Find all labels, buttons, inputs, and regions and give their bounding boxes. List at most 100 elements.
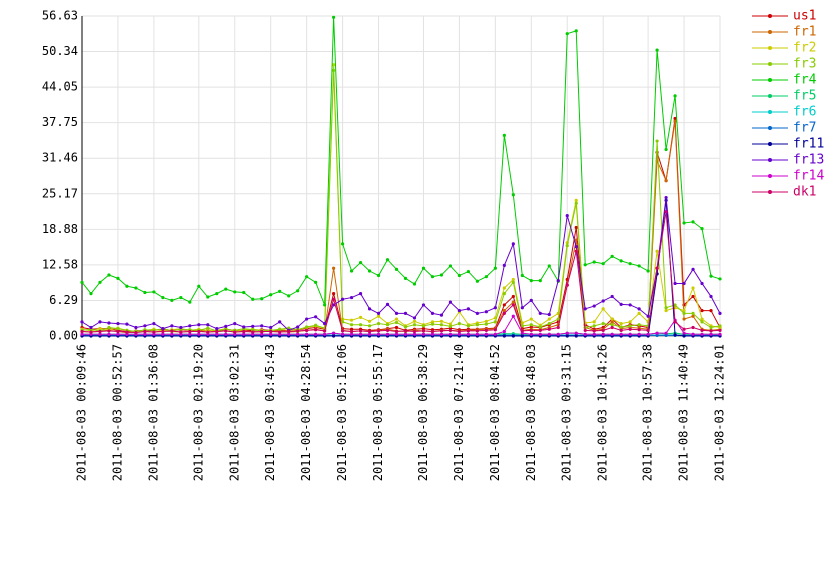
data-point — [197, 323, 201, 327]
data-point — [520, 331, 524, 335]
data-point — [583, 307, 587, 311]
data-point — [709, 274, 713, 278]
data-point — [340, 297, 345, 301]
data-point — [394, 320, 399, 325]
data-point — [565, 331, 569, 335]
data-point — [556, 279, 560, 283]
data-point — [287, 329, 291, 334]
data-point — [332, 334, 336, 338]
data-point — [502, 263, 506, 267]
data-point — [215, 329, 219, 334]
data-point — [664, 308, 668, 313]
data-point — [547, 327, 551, 331]
data-point — [511, 334, 515, 338]
data-point — [170, 298, 174, 303]
data-point — [673, 303, 677, 307]
data-point — [673, 119, 677, 123]
data-point — [475, 323, 479, 327]
data-point — [475, 329, 479, 333]
data-point — [637, 328, 641, 332]
data-point — [628, 320, 632, 324]
data-point — [691, 325, 695, 330]
data-point — [502, 133, 506, 137]
data-point — [709, 332, 713, 336]
data-point — [296, 325, 300, 329]
data-point — [457, 308, 462, 313]
data-point — [412, 332, 417, 336]
y-tick-label: 25.17 — [42, 186, 78, 200]
data-point — [502, 292, 506, 296]
data-point — [682, 311, 686, 315]
data-point — [520, 324, 524, 328]
data-point — [242, 329, 246, 334]
data-point — [538, 332, 542, 336]
data-point — [619, 259, 623, 263]
data-point — [215, 292, 219, 296]
data-point — [565, 243, 569, 248]
data-point — [511, 303, 515, 307]
data-point — [709, 308, 713, 313]
data-point — [691, 286, 695, 290]
data-point — [287, 326, 291, 330]
data-point — [700, 281, 704, 286]
data-point — [116, 321, 120, 326]
data-point — [206, 330, 210, 334]
data-point — [601, 321, 605, 326]
data-point — [475, 279, 479, 283]
legend-label: fr4 — [793, 73, 817, 88]
data-point — [412, 316, 417, 320]
data-point — [269, 293, 273, 297]
data-point — [646, 328, 650, 332]
data-point — [143, 332, 147, 336]
data-point — [305, 332, 309, 336]
data-point — [332, 63, 336, 67]
data-point — [619, 332, 623, 336]
series-line — [81, 197, 721, 331]
data-point — [700, 320, 704, 324]
data-point — [358, 292, 363, 296]
data-point — [502, 308, 506, 313]
data-point — [358, 332, 363, 336]
y-tick-label: 50.34 — [42, 44, 78, 58]
data-point — [278, 320, 282, 324]
data-point — [682, 221, 686, 225]
data-point — [161, 329, 165, 334]
data-point — [349, 295, 354, 300]
y-tick-label: 56.63 — [42, 9, 78, 23]
data-point — [296, 332, 300, 336]
data-point — [610, 294, 614, 299]
data-point — [251, 328, 255, 332]
data-point — [188, 300, 192, 304]
data-point — [439, 332, 444, 336]
x-tick-label: 2011-08-03 03:45:43 — [263, 344, 277, 481]
data-point — [466, 332, 470, 336]
data-point — [152, 290, 156, 294]
y-tick-label: 6.29 — [49, 293, 78, 307]
data-point — [376, 273, 381, 278]
data-point — [367, 324, 372, 328]
series-line — [82, 200, 720, 337]
data-point — [305, 317, 309, 321]
legend-label: fr7 — [793, 121, 816, 136]
data-point — [547, 312, 551, 317]
data-point — [646, 332, 650, 336]
data-point — [565, 334, 569, 338]
data-point — [592, 260, 596, 264]
data-point — [412, 282, 417, 286]
data-point — [296, 289, 300, 293]
data-point — [673, 333, 677, 337]
data-point — [691, 311, 695, 315]
data-point — [664, 333, 668, 338]
data-point — [637, 264, 641, 268]
data-point — [691, 220, 695, 224]
data-point — [682, 281, 686, 286]
data-point — [628, 332, 632, 336]
legend-marker — [768, 46, 772, 50]
data-point — [682, 334, 686, 338]
x-tick-label: 2011-08-03 02:19:20 — [191, 344, 205, 481]
data-point — [287, 294, 291, 298]
data-point — [89, 330, 93, 334]
data-point — [709, 329, 713, 333]
data-point — [224, 332, 228, 336]
data-point — [610, 254, 614, 258]
